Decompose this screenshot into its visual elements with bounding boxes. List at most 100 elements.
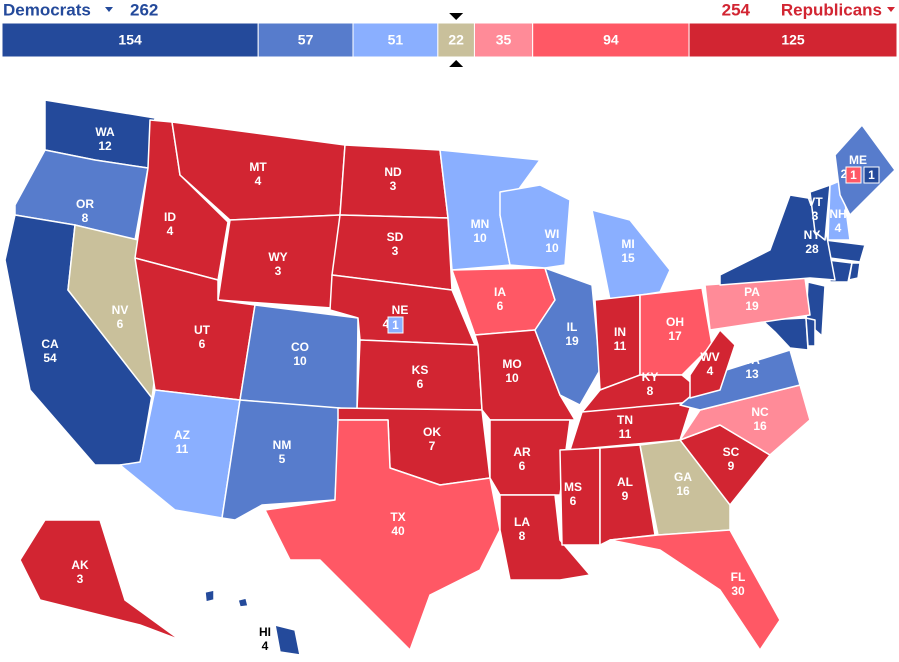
bar-segment	[257, 22, 354, 58]
state-shape	[809, 184, 831, 241]
bar-segment-label: 94	[603, 32, 619, 48]
state-ri	[848, 262, 861, 281]
state-votes: 10	[473, 231, 487, 245]
state-name: NE	[392, 303, 409, 317]
state-votes: 6	[570, 494, 577, 508]
rep-total: 254	[722, 0, 751, 19]
state-name: ID	[164, 210, 176, 224]
state-name: NH	[829, 207, 846, 221]
state-name: VT	[807, 195, 823, 209]
state-name: IL	[567, 320, 578, 334]
state-votes: 9	[728, 459, 735, 473]
state-shape	[499, 494, 591, 581]
state-name: GA	[674, 470, 692, 484]
state-name: WI	[545, 227, 560, 241]
state-name: MO	[502, 357, 521, 371]
state-name: NM	[273, 438, 292, 452]
bar-segment	[1, 22, 259, 58]
district-votes: 1	[850, 168, 857, 182]
district-box	[845, 166, 862, 184]
state-votes: 4	[255, 174, 262, 188]
state-votes: 15	[621, 251, 635, 265]
state-votes: 40	[391, 524, 405, 538]
state-name: PA	[744, 285, 760, 299]
district-box	[387, 316, 404, 334]
district-votes: 1	[392, 318, 399, 332]
state-name: OK	[423, 425, 441, 439]
state-votes: 4	[167, 224, 174, 238]
state-name: CO	[291, 340, 309, 354]
state-name: ND	[384, 165, 402, 179]
bar-segment	[688, 22, 898, 58]
state-shape	[534, 267, 601, 406]
bar-segment	[437, 22, 475, 58]
rep-label: Republicans	[781, 0, 882, 19]
bar-segment-label: 125	[781, 32, 805, 48]
state-votes: 30	[731, 584, 745, 598]
state-name: FL	[731, 570, 746, 584]
bar-segment	[352, 22, 439, 58]
state-name: WV	[700, 350, 719, 364]
state-name: NV	[112, 303, 129, 317]
state-de	[805, 317, 816, 347]
state-name: MS	[564, 480, 582, 494]
state-votes: 3	[77, 572, 84, 586]
state-votes: 6	[519, 459, 526, 473]
bar-segment-label: 51	[388, 32, 404, 48]
dem-total: 262	[130, 0, 158, 19]
bar-segment	[532, 22, 690, 58]
state-name: ME	[849, 153, 867, 167]
state-votes: 10	[293, 354, 307, 368]
state-votes: 54	[43, 351, 57, 365]
district-box	[863, 166, 880, 184]
state-shape	[609, 529, 781, 651]
state-name: SC	[723, 445, 740, 459]
dem-dropdown	[105, 7, 113, 12]
state-name: OR	[76, 197, 94, 211]
state-votes: 8	[519, 529, 526, 543]
state-name: TN	[617, 413, 633, 427]
rep-dropdown	[887, 7, 895, 12]
state-votes: 7	[429, 439, 436, 453]
state-name: VA	[744, 353, 760, 367]
state-votes: 6	[117, 317, 124, 331]
bar-segment	[473, 22, 534, 58]
state-votes: 8	[82, 211, 89, 225]
state-name: AR	[513, 445, 531, 459]
state-votes: 19	[745, 299, 759, 313]
state-shape	[639, 287, 713, 376]
state-name: OH	[666, 315, 684, 329]
state-shape	[639, 439, 731, 536]
state-name: UT	[194, 323, 211, 337]
state-votes: 10	[505, 371, 519, 385]
state-name: AK	[71, 558, 89, 572]
state-name: IN	[614, 325, 626, 339]
state-shape	[204, 589, 301, 656]
bar-segment-label: 22	[448, 32, 464, 48]
state-md	[761, 317, 809, 351]
state-votes: 16	[676, 484, 690, 498]
state-name: HI	[259, 625, 271, 639]
state-votes: 17	[668, 329, 682, 343]
state-votes: 16	[753, 419, 767, 433]
state-name: AL	[617, 475, 633, 489]
state-shape	[499, 184, 571, 269]
state-name: NC	[751, 405, 769, 419]
state-votes: 28	[805, 242, 819, 256]
state-name: AZ	[174, 428, 190, 442]
state-votes: 10	[545, 241, 559, 255]
bar-segment-label: 35	[496, 32, 512, 48]
state-name: TX	[390, 510, 405, 524]
state-shape	[19, 519, 181, 641]
state-votes: 11	[619, 427, 632, 441]
state-name: WA	[95, 125, 115, 139]
state-votes: 4	[835, 221, 842, 235]
state-name: CA	[41, 337, 59, 351]
midpoint-marker	[449, 13, 464, 20]
state-name: LA	[514, 515, 530, 529]
dem-label: Democrats	[3, 0, 91, 19]
state-shape	[559, 447, 601, 546]
state-votes: 5	[279, 452, 286, 466]
bar-segment-label: 154	[118, 32, 142, 48]
